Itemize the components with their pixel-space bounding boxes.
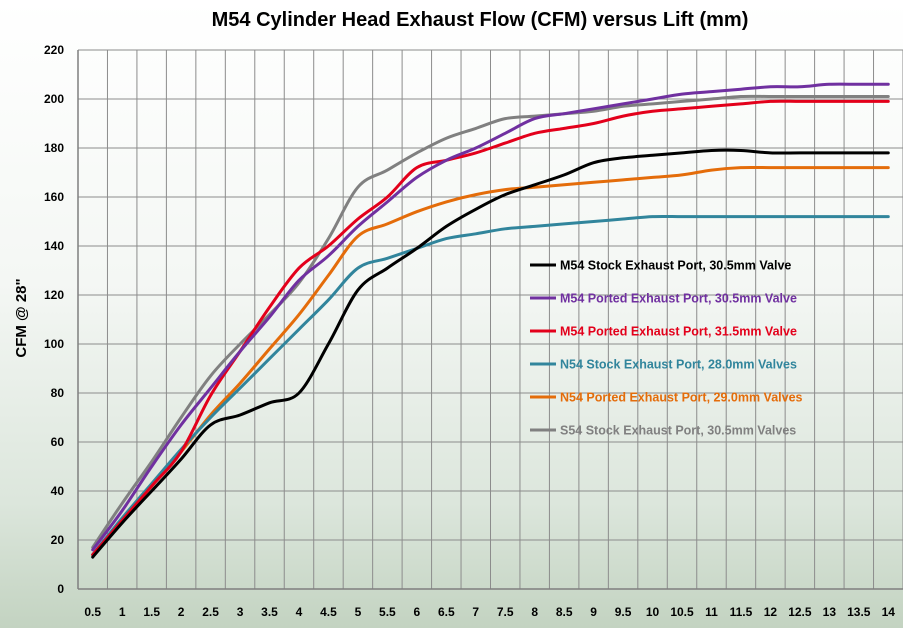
series-lines	[91, 82, 890, 559]
y-tick-label: 80	[51, 386, 65, 400]
x-tick-label: 9.5	[615, 605, 632, 619]
y-tick-label: 60	[51, 435, 65, 449]
x-tick-label: 0.5	[84, 605, 101, 619]
y-tick-label: 40	[51, 484, 65, 498]
y-tick-label: 100	[44, 337, 64, 351]
x-tick-label: 12	[764, 605, 778, 619]
x-tick-label: 8.5	[556, 605, 573, 619]
series-line-3	[91, 99, 890, 557]
x-tick-label: 1.5	[143, 605, 160, 619]
y-tick-label: 140	[44, 239, 64, 253]
legend-label: M54 Stock Exhaust Port, 30.5mm Valve	[560, 259, 791, 273]
series-line-6	[91, 94, 890, 549]
legend-label: N54 Stock Exhaust Port, 28.0mm Valves	[560, 358, 797, 372]
series-line-5	[91, 165, 890, 557]
y-tick-label: 20	[51, 533, 65, 547]
x-tick-label: 7	[472, 605, 479, 619]
legend: M54 Stock Exhaust Port, 30.5mm Valve M54 …	[530, 259, 803, 438]
x-tick-label: 4.5	[320, 605, 337, 619]
x-tick-label: 5.5	[379, 605, 396, 619]
series-line-2	[91, 82, 890, 552]
y-tick-label: 120	[44, 288, 64, 302]
x-tick-label: 5	[355, 605, 362, 619]
x-tick-label: 8	[531, 605, 538, 619]
y-tick-label: 160	[44, 190, 64, 204]
x-tick-label: 13	[823, 605, 837, 619]
x-tick-label: 10.5	[670, 605, 694, 619]
legend-label: M54 Ported Exhaust Port, 30.5mm Valve	[560, 292, 797, 306]
x-tick-label: 4	[296, 605, 303, 619]
series-line-4	[91, 214, 890, 557]
y-tick-label: 220	[44, 43, 64, 57]
x-tick-label: 11.5	[730, 605, 753, 619]
y-tick-label: 0	[57, 582, 64, 596]
legend-label: M54 Ported Exhaust Port, 31.5mm Valve	[560, 325, 797, 339]
legend-label: N54 Ported Exhaust Port, 29.0mm Valves	[560, 391, 803, 405]
x-tick-label: 1	[119, 605, 126, 619]
x-tick-label: 6.5	[438, 605, 455, 619]
x-tick-label: 9	[590, 605, 597, 619]
x-tick-label: 12.5	[788, 605, 812, 619]
y-axis-title: CFM @ 28"	[13, 278, 30, 357]
x-tick-label: 2	[178, 605, 185, 619]
y-tick-label: 200	[44, 92, 64, 106]
legend-label: S54 Stock Exhaust Port, 30.5mm Valves	[560, 424, 796, 438]
y-tick-label: 180	[44, 141, 64, 155]
x-tick-label: 2.5	[202, 605, 219, 619]
grid	[77, 49, 903, 590]
x-tick-label: 6	[413, 605, 420, 619]
x-tick-label: 7.5	[497, 605, 514, 619]
x-tick-label: 3	[237, 605, 244, 619]
x-tick-label: 10	[646, 605, 660, 619]
x-tick-label: 3.5	[261, 605, 278, 619]
series-line-1	[91, 148, 890, 559]
x-tick-label: 14	[882, 605, 896, 619]
x-tick-label: 11	[705, 605, 718, 619]
x-tick-label: 13.5	[847, 605, 871, 619]
chart-title: M54 Cylinder Head Exhaust Flow (CFM) ver…	[212, 9, 749, 31]
